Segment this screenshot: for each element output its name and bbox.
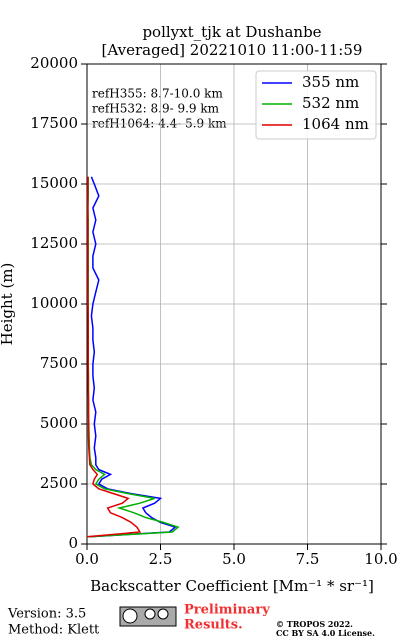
version: Version: 3.5 <box>7 607 86 622</box>
x-tick-label: 5.0 <box>222 550 246 568</box>
annotation: refH1064: 4.4- 5.9 km <box>92 117 227 131</box>
x-tick-label: 2.5 <box>149 550 173 568</box>
license: CC BY SA 4.0 License. <box>276 628 375 638</box>
y-axis-label: Height (m) <box>0 263 16 346</box>
y-tick-label: 0 <box>68 534 78 552</box>
x-axis-label: Backscatter Coefficient [Mm⁻¹ * sr⁻¹] <box>90 577 374 595</box>
method: Method: Klett <box>8 623 100 638</box>
y-tick-label: 2500 <box>40 474 78 492</box>
legend-label: 532 nm <box>302 94 359 112</box>
y-tick-label: 10000 <box>30 294 78 312</box>
y-tick-label: 12500 <box>30 234 78 252</box>
legend-label: 355 nm <box>302 73 359 91</box>
chart-title: pollyxt_tjk at Dushanbe <box>142 23 321 41</box>
y-tick-label: 15000 <box>30 174 78 192</box>
y-tick-label: 7500 <box>40 354 78 372</box>
annotation: refH532: 8.9- 9.9 km <box>92 102 220 116</box>
cc-logo <box>119 606 177 627</box>
plot-frame <box>86 63 382 545</box>
annotation: refH355: 8.7-10.0 km <box>92 87 223 101</box>
y-tick-label: 20000 <box>30 54 78 72</box>
profile-line <box>87 176 180 538</box>
chart-subtitle: [Averaged] 20221010 11:00-11:59 <box>102 41 363 59</box>
profile-line <box>86 176 142 538</box>
preliminary: Preliminary <box>184 603 270 618</box>
y-tick-label: 5000 <box>40 414 78 432</box>
y-tick-label: 17500 <box>30 114 78 132</box>
legend-label: 1064 nm <box>302 115 369 133</box>
x-tick-label: 7.5 <box>296 550 320 568</box>
results: Results. <box>184 618 243 633</box>
copyright: © TROPOS 2022. <box>276 619 353 629</box>
legend-box <box>255 70 377 140</box>
x-tick-label: 0.0 <box>75 550 99 568</box>
profile-line <box>89 176 177 538</box>
x-tick-label: 10.0 <box>364 550 397 568</box>
